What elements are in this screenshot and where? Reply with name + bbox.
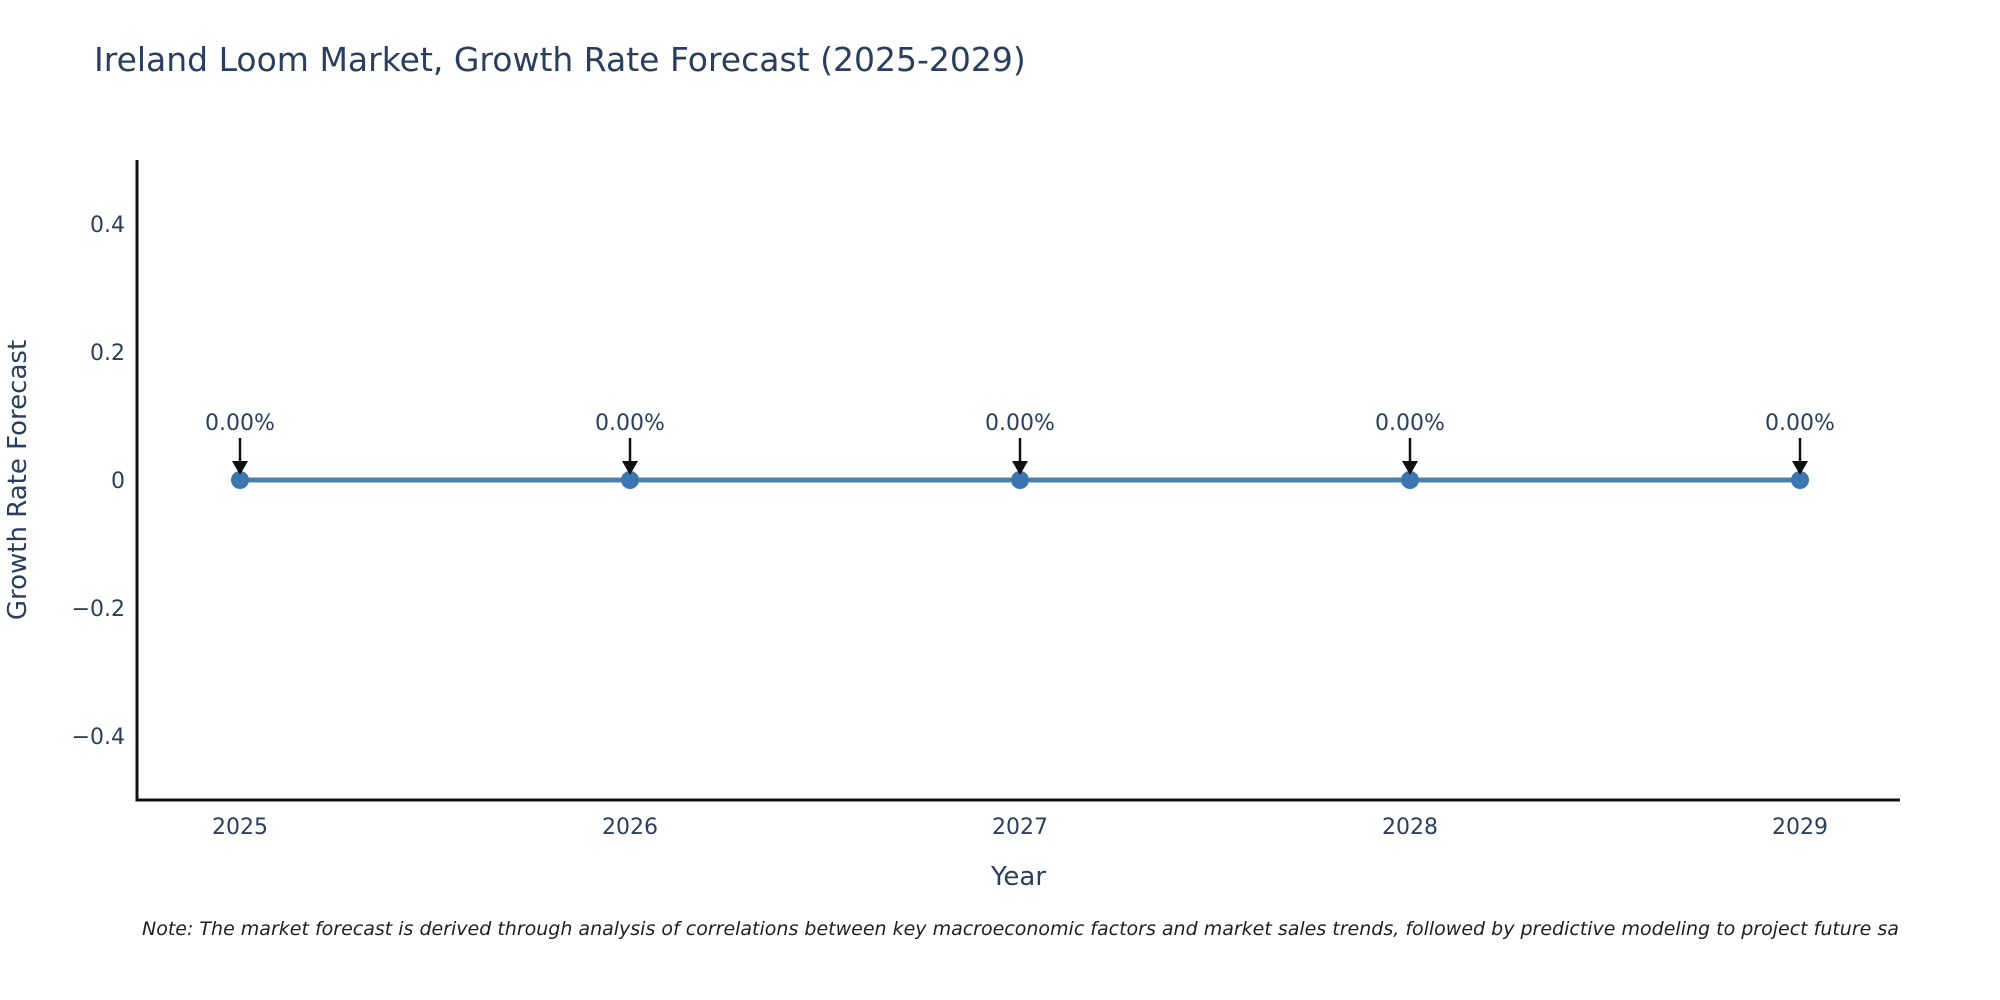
x-tick-label: 2028	[1382, 815, 1438, 840]
point-annotation: 0.00%	[985, 411, 1055, 436]
y-tick-label: 0.4	[90, 213, 125, 238]
x-tick-label: 2026	[602, 815, 658, 840]
y-axis-title: Growth Rate Forecast	[3, 340, 33, 620]
y-tick-label: −0.2	[72, 597, 125, 622]
annotation-arrowhead	[1792, 461, 1808, 475]
data-point	[621, 471, 639, 489]
x-axis-title: Year	[990, 862, 1046, 892]
annotation-arrowhead	[622, 461, 638, 475]
point-annotation: 0.00%	[1375, 411, 1445, 436]
data-point	[1401, 471, 1419, 489]
data-point	[1011, 471, 1029, 489]
annotation-arrowhead	[1012, 461, 1028, 475]
point-annotation: 0.00%	[205, 411, 275, 436]
y-tick-label: 0.2	[90, 341, 125, 366]
y-tick-label: 0	[111, 469, 125, 494]
footnote: Note: The market forecast is derived thr…	[142, 918, 1899, 940]
x-tick-label: 2029	[1772, 815, 1828, 840]
data-point	[1791, 471, 1809, 489]
y-tick-label: −0.4	[72, 725, 125, 750]
point-annotation: 0.00%	[1765, 411, 1835, 436]
point-annotation: 0.00%	[595, 411, 665, 436]
x-tick-label: 2027	[992, 815, 1048, 840]
x-tick-label: 2025	[212, 815, 268, 840]
chart-title: Ireland Loom Market, Growth Rate Forecas…	[94, 40, 1026, 79]
annotation-arrowhead	[232, 461, 248, 475]
annotation-arrowhead	[1402, 461, 1418, 475]
data-point	[231, 471, 249, 489]
